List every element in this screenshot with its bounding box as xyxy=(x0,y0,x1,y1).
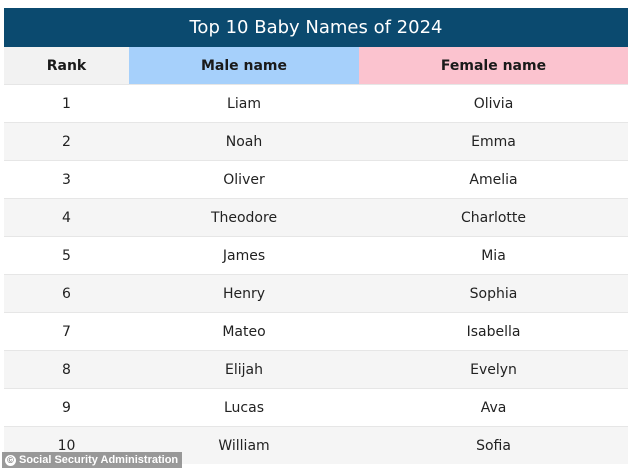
table-row: 7 Mateo Isabella xyxy=(4,312,628,351)
female-name-cell: Evelyn xyxy=(359,350,628,389)
rank-cell: 3 xyxy=(4,160,129,199)
baby-names-table-card: Top 10 Baby Names of 2024 Rank Male name… xyxy=(4,8,628,468)
male-name-cell: Oliver xyxy=(129,160,359,199)
rank-cell: 8 xyxy=(4,350,129,389)
male-name-cell: Elijah xyxy=(129,350,359,389)
rank-cell: 9 xyxy=(4,388,129,427)
credit-text: Social Security Administration xyxy=(19,454,179,466)
rank-cell: 2 xyxy=(4,122,129,161)
table-row: 1 Liam Olivia xyxy=(4,84,628,123)
table-row: 3 Oliver Amelia xyxy=(4,160,628,199)
male-name-cell: Noah xyxy=(129,122,359,161)
table-row: 4 Theodore Charlotte xyxy=(4,198,628,237)
table-row: 5 James Mia xyxy=(4,236,628,275)
female-name-cell: Olivia xyxy=(359,84,628,123)
male-name-cell: James xyxy=(129,236,359,275)
copyright-icon: © xyxy=(5,454,16,466)
female-name-cell: Ava xyxy=(359,388,628,427)
female-name-column-header: Female name xyxy=(359,47,628,85)
male-name-cell: William xyxy=(129,426,359,464)
female-name-cell: Charlotte xyxy=(359,198,628,237)
table-row: 8 Elijah Evelyn xyxy=(4,350,628,389)
male-name-cell: Lucas xyxy=(129,388,359,427)
male-name-cell: Liam xyxy=(129,84,359,123)
male-name-cell: Henry xyxy=(129,274,359,313)
table-header-row: Rank Male name Female name xyxy=(4,47,628,85)
rank-cell: 1 xyxy=(4,84,129,123)
female-name-cell: Mia xyxy=(359,236,628,275)
female-name-cell: Sofia xyxy=(359,426,628,464)
rank-cell: 7 xyxy=(4,312,129,351)
table-row: 9 Lucas Ava xyxy=(4,388,628,427)
male-name-column-header: Male name xyxy=(129,47,359,85)
table-row: 2 Noah Emma xyxy=(4,122,628,161)
baby-names-table: Rank Male name Female name 1 Liam Olivia… xyxy=(4,47,628,464)
female-name-cell: Isabella xyxy=(359,312,628,351)
rank-column-header: Rank xyxy=(4,47,129,85)
rank-cell: 5 xyxy=(4,236,129,275)
table-title: Top 10 Baby Names of 2024 xyxy=(4,8,628,47)
image-credit: © Social Security Administration xyxy=(2,452,183,468)
female-name-cell: Sophia xyxy=(359,274,628,313)
female-name-cell: Amelia xyxy=(359,160,628,199)
rank-cell: 4 xyxy=(4,198,129,237)
rank-cell: 6 xyxy=(4,274,129,313)
male-name-cell: Mateo xyxy=(129,312,359,351)
female-name-cell: Emma xyxy=(359,122,628,161)
table-row: 6 Henry Sophia xyxy=(4,274,628,313)
male-name-cell: Theodore xyxy=(129,198,359,237)
